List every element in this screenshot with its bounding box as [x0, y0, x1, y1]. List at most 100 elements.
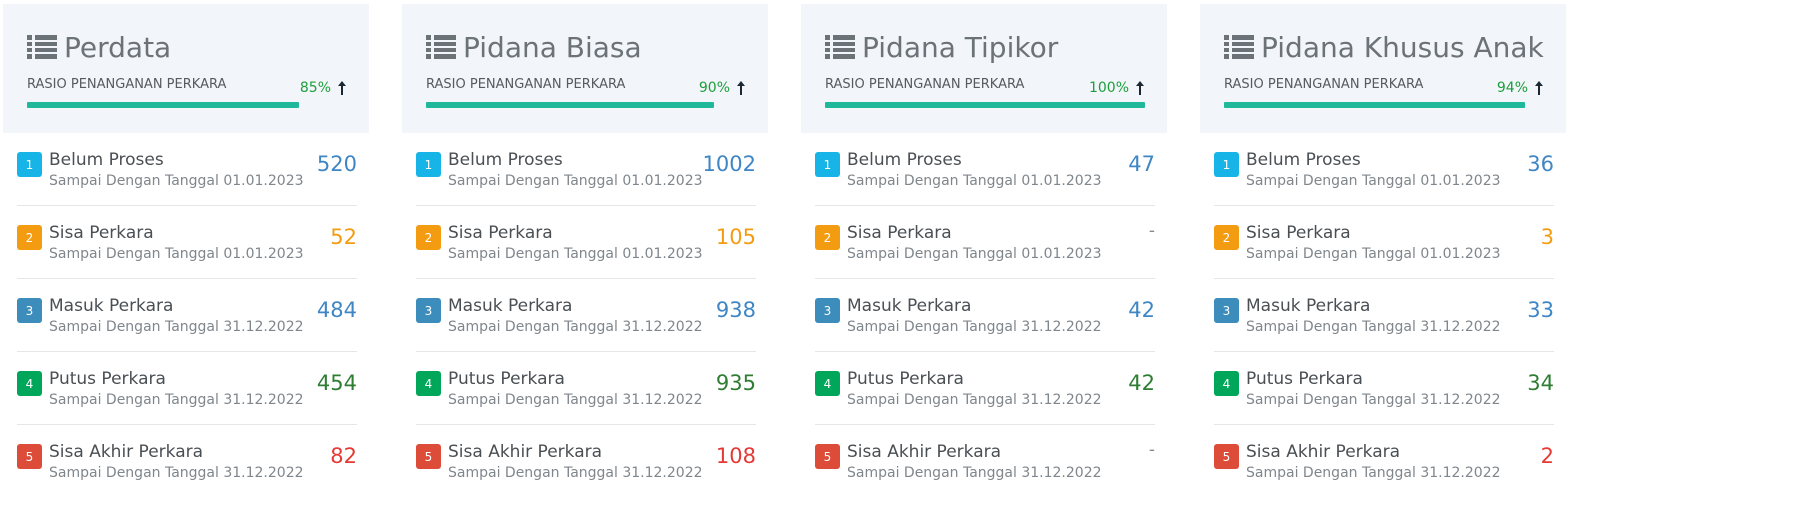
case-stat-item: 1 Belum Proses Sampai Dengan Tanggal 01.…: [815, 133, 1155, 206]
item-value: 2: [1540, 444, 1554, 468]
case-stat-list: 1 Belum Proses Sampai Dengan Tanggal 01.…: [402, 133, 768, 497]
item-title: Putus Perkara: [448, 369, 565, 389]
list-icon: [825, 35, 855, 59]
item-value: 3: [1540, 225, 1554, 249]
item-value: -: [1148, 440, 1155, 460]
item-value: 935: [715, 371, 756, 395]
list-icon: [27, 35, 57, 59]
item-number-badge: 3: [815, 298, 840, 323]
card-title: Pidana Biasa: [426, 26, 642, 68]
item-value: 105: [715, 225, 756, 249]
case-stat-item: 3 Masuk Perkara Sampai Dengan Tanggal 31…: [815, 279, 1155, 352]
item-value: -: [1148, 221, 1155, 241]
item-subtitle: Sampai Dengan Tanggal 01.01.2023: [1246, 173, 1501, 189]
case-stat-item: 5 Sisa Akhir Perkara Sampai Dengan Tangg…: [416, 425, 756, 497]
item-title: Masuk Perkara: [448, 296, 573, 316]
card-header: Pidana Biasa RASIO PENANGANAN PERKARA 90…: [402, 4, 768, 133]
case-card-0: Perdata RASIO PENANGANAN PERKARA 85% 1 B…: [3, 4, 369, 497]
item-subtitle: Sampai Dengan Tanggal 31.12.2022: [847, 319, 1102, 335]
arrow-up-icon: [338, 81, 346, 95]
ratio-progress-bar: [27, 102, 347, 108]
ratio-percent: 94%: [1496, 80, 1528, 96]
ratio-indicator: 94%: [1497, 80, 1544, 96]
arrow-up-icon: [737, 81, 745, 95]
list-icon: [426, 35, 456, 59]
card-title: Pidana Tipikor: [825, 26, 1058, 68]
item-number-badge: 4: [1214, 371, 1239, 396]
arrow-up-icon: [1136, 81, 1144, 95]
item-number-badge: 5: [17, 444, 42, 469]
item-title: Belum Proses: [847, 150, 962, 170]
item-title: Masuk Perkara: [49, 296, 174, 316]
case-stat-item: 1 Belum Proses Sampai Dengan Tanggal 01.…: [1214, 133, 1554, 206]
item-value: 36: [1527, 152, 1554, 176]
card-title-text: Pidana Khusus Anak: [1261, 30, 1544, 64]
ratio-percent: 100%: [1088, 80, 1129, 96]
case-stat-item: 5 Sisa Akhir Perkara Sampai Dengan Tangg…: [815, 425, 1155, 497]
item-title: Masuk Perkara: [1246, 296, 1371, 316]
item-title: Putus Perkara: [847, 369, 964, 389]
case-stat-item: 2 Sisa Perkara Sampai Dengan Tanggal 01.…: [17, 206, 357, 279]
item-number-badge: 3: [17, 298, 42, 323]
card-header: Pidana Khusus Anak RASIO PENANGANAN PERK…: [1200, 4, 1566, 133]
item-subtitle: Sampai Dengan Tanggal 31.12.2022: [1246, 392, 1501, 408]
item-number-badge: 1: [815, 152, 840, 177]
item-subtitle: Sampai Dengan Tanggal 31.12.2022: [49, 392, 304, 408]
item-title: Masuk Perkara: [847, 296, 972, 316]
case-stat-item: 2 Sisa Perkara Sampai Dengan Tanggal 01.…: [416, 206, 756, 279]
item-number-badge: 1: [17, 152, 42, 177]
item-subtitle: Sampai Dengan Tanggal 01.01.2023: [1246, 246, 1501, 262]
item-value: 52: [330, 225, 357, 249]
item-value: 108: [715, 444, 756, 468]
item-subtitle: Sampai Dengan Tanggal 01.01.2023: [448, 173, 703, 189]
card-header: Perdata RASIO PENANGANAN PERKARA 85%: [3, 4, 369, 133]
item-title: Sisa Perkara: [448, 223, 553, 243]
item-subtitle: Sampai Dengan Tanggal 31.12.2022: [847, 392, 1102, 408]
list-icon: [1224, 35, 1254, 59]
case-stat-item: 3 Masuk Perkara Sampai Dengan Tanggal 31…: [17, 279, 357, 352]
ratio-label: RASIO PENANGANAN PERKARA: [27, 77, 227, 92]
case-stat-item: 2 Sisa Perkara Sampai Dengan Tanggal 01.…: [1214, 206, 1554, 279]
case-stat-item: 4 Putus Perkara Sampai Dengan Tanggal 31…: [1214, 352, 1554, 425]
case-stat-item: 1 Belum Proses Sampai Dengan Tanggal 01.…: [17, 133, 357, 206]
ratio-progress-bar: [825, 102, 1145, 108]
item-value: 33: [1527, 298, 1554, 322]
item-value: 454: [316, 371, 357, 395]
item-number-badge: 2: [416, 225, 441, 250]
item-number-badge: 4: [416, 371, 441, 396]
item-subtitle: Sampai Dengan Tanggal 31.12.2022: [1246, 465, 1501, 481]
ratio-indicator: 85%: [300, 80, 347, 96]
item-value: 484: [316, 298, 357, 322]
item-number-badge: 1: [416, 152, 441, 177]
item-subtitle: Sampai Dengan Tanggal 31.12.2022: [49, 319, 304, 335]
item-title: Sisa Perkara: [1246, 223, 1351, 243]
item-value: 34: [1527, 371, 1554, 395]
item-subtitle: Sampai Dengan Tanggal 01.01.2023: [49, 246, 304, 262]
item-number-badge: 5: [1214, 444, 1239, 469]
item-subtitle: Sampai Dengan Tanggal 31.12.2022: [49, 465, 304, 481]
item-number-badge: 1: [1214, 152, 1239, 177]
item-subtitle: Sampai Dengan Tanggal 01.01.2023: [448, 246, 703, 262]
item-number-badge: 3: [416, 298, 441, 323]
item-number-badge: 3: [1214, 298, 1239, 323]
item-title: Putus Perkara: [49, 369, 166, 389]
case-card-3: Pidana Khusus Anak RASIO PENANGANAN PERK…: [1200, 4, 1566, 497]
item-number-badge: 5: [416, 444, 441, 469]
case-stat-item: 1 Belum Proses Sampai Dengan Tanggal 01.…: [416, 133, 756, 206]
card-title: Pidana Khusus Anak: [1224, 26, 1544, 68]
card-title-text: Pidana Biasa: [463, 30, 642, 64]
item-subtitle: Sampai Dengan Tanggal 31.12.2022: [847, 465, 1102, 481]
item-subtitle: Sampai Dengan Tanggal 01.01.2023: [847, 246, 1102, 262]
ratio-percent: 85%: [299, 80, 331, 96]
item-number-badge: 2: [1214, 225, 1239, 250]
item-value: 520: [316, 152, 357, 176]
item-number-badge: 2: [815, 225, 840, 250]
ratio-percent: 90%: [698, 80, 730, 96]
case-stat-item: 2 Sisa Perkara Sampai Dengan Tanggal 01.…: [815, 206, 1155, 279]
item-title: Putus Perkara: [1246, 369, 1363, 389]
case-card-2: Pidana Tipikor RASIO PENANGANAN PERKARA …: [801, 4, 1167, 497]
item-subtitle: Sampai Dengan Tanggal 31.12.2022: [1246, 319, 1501, 335]
ratio-progress-fill: [426, 102, 714, 108]
card-title: Perdata: [27, 26, 171, 68]
